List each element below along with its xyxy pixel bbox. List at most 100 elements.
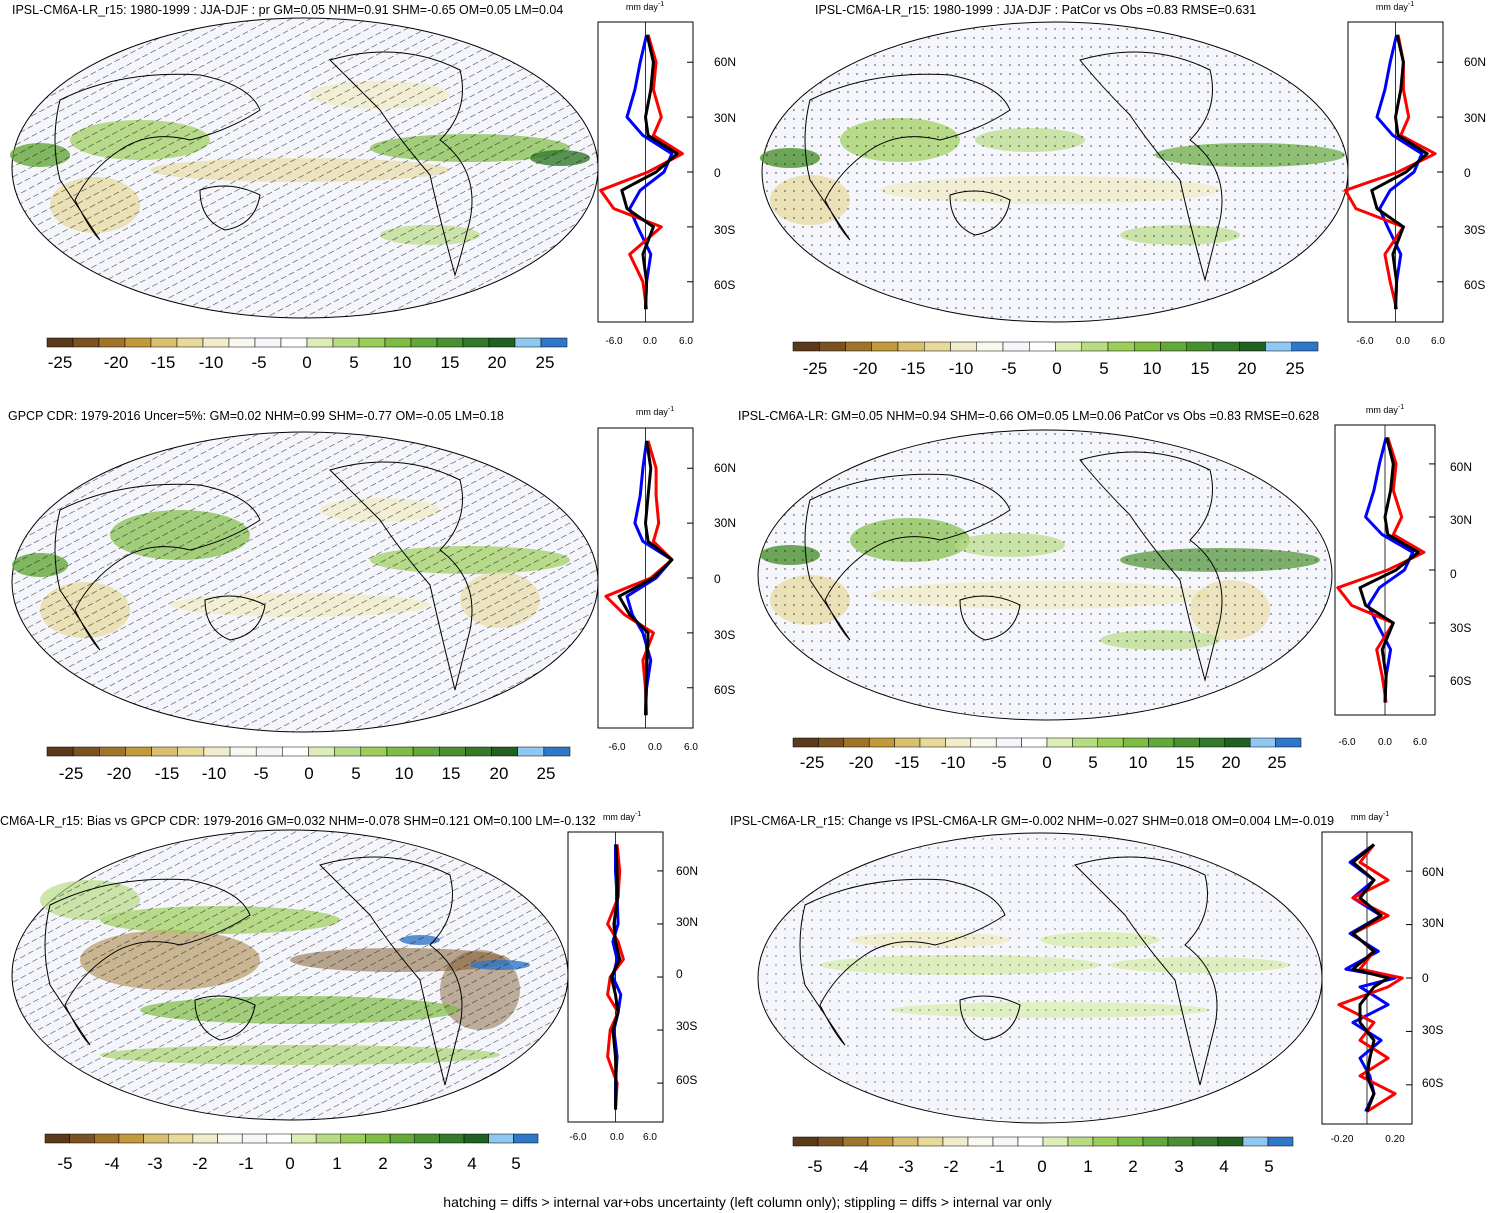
profile-unit: mm day-1 — [1351, 811, 1389, 822]
lat-label: 60S — [1450, 674, 1471, 688]
colorbar-box — [1199, 737, 1226, 748]
colorbar-tick-label: -4 — [853, 1157, 868, 1176]
colorbar-box — [488, 337, 516, 348]
colorbar-box — [818, 737, 845, 748]
lat-label: 60N — [714, 461, 736, 475]
colorbar-tick-label: -20 — [107, 764, 132, 783]
colorbar-boxes — [792, 1136, 1294, 1147]
x-tick-label: 0.0 — [1396, 336, 1410, 347]
x-tick-label: -6.0 — [1356, 336, 1374, 347]
lat-label: 60N — [676, 864, 698, 878]
colorbar-box — [360, 746, 388, 757]
panel-6: IPSL-CM6A-LR_r15: Change vs IPSL-CM6A-LR… — [730, 811, 1444, 1176]
map — [757, 832, 1323, 1124]
colorbar-box — [792, 341, 820, 352]
colorbar-box — [1017, 1136, 1044, 1147]
colorbar-box — [1092, 1136, 1119, 1147]
profile-line-red — [599, 34, 684, 310]
colorbar-box — [992, 1136, 1019, 1147]
panel-title: IPSL-CM6A-LR_r15: Change vs IPSL-CM6A-LR… — [730, 814, 1334, 828]
colorbar-tick-label: -25 — [800, 753, 825, 772]
colorbar-box — [976, 341, 1004, 352]
colorbar-box — [894, 737, 921, 748]
colorbar-box — [942, 1136, 969, 1147]
x-tick-label: 0.0 — [643, 336, 657, 347]
colorbar-box — [465, 746, 492, 757]
colorbar-tick-label: -10 — [941, 753, 966, 772]
profile-line-black — [617, 440, 674, 716]
colorbar-box — [1160, 341, 1187, 352]
colorbar-box — [151, 746, 179, 757]
lat-label: 30N — [1422, 916, 1444, 930]
profile-unit: mm day-1 — [1376, 1, 1414, 12]
panel-1: IPSL-CM6A-LR_r15: 1980-1999 : JJA-DJF : … — [10, 1, 736, 372]
colorbar-box — [817, 1136, 844, 1147]
colorbar-box — [202, 337, 230, 348]
colorbar-box — [365, 1133, 391, 1144]
profile-line-black — [1358, 437, 1420, 703]
colorbar-box — [229, 746, 257, 757]
profile: mm day-1 60N 30N 0 30S 60S -6.0 0.0 6.0 — [1334, 404, 1472, 748]
profile-unit: mm day-1 — [626, 1, 664, 12]
panel-title: IPSL-CM6A-LR_r15: 1980-1999 : JJA-DJF : … — [12, 3, 563, 17]
colorbar-tick-label: 1 — [332, 1154, 341, 1173]
colorbar-box — [868, 737, 895, 748]
colorbar-box — [1239, 341, 1266, 352]
colorbar-box — [282, 746, 309, 757]
lat-label: 30S — [714, 628, 735, 642]
colorbar-box — [819, 341, 846, 352]
colorbar-box — [72, 337, 100, 348]
colorbar-box — [1002, 341, 1030, 352]
x-tick-label: 6.0 — [1413, 737, 1427, 748]
colorbar-box — [1148, 737, 1175, 748]
hatching — [12, 432, 598, 732]
x-tick-label: -6.0 — [569, 1132, 587, 1143]
colorbar-tick-label: 4 — [467, 1154, 476, 1173]
lat-label: 60N — [1422, 865, 1444, 879]
colorbar-box — [967, 1136, 994, 1147]
colorbar-box — [1217, 1136, 1244, 1147]
panel-title: GPCP CDR: 1979-2016 Uncer=5%: GM=0.02 NH… — [8, 409, 504, 423]
lat-label: 30N — [1464, 111, 1486, 125]
colorbar-box — [414, 1133, 440, 1144]
colorbar-tick-label: 5 — [1264, 1157, 1273, 1176]
colorbar-boxes — [792, 341, 1319, 352]
panel-3: GPCP CDR: 1979-2016 Uncer=5%: GM=0.02 NH… — [8, 406, 736, 783]
colorbar-box — [924, 341, 951, 352]
panel-2: IPSL-CM6A-LR_r15: 1980-1999 : JJA-DJF : … — [760, 1, 1486, 378]
lat-label: 0 — [714, 166, 721, 180]
colorbar-tick-label: -25 — [59, 764, 84, 783]
colorbar-box — [94, 1133, 120, 1144]
colorbar-box — [463, 1133, 489, 1144]
stippling — [758, 430, 1332, 720]
colorbar-box — [118, 1133, 144, 1144]
colorbar-box — [44, 1133, 70, 1144]
colorbar-tick-label: 0 — [1042, 753, 1051, 772]
colorbar-box — [177, 746, 205, 757]
colorbar-tick-label: -15 — [155, 764, 180, 783]
colorbar-tick-label: 10 — [1129, 753, 1148, 772]
lat-label: 60S — [1422, 1076, 1443, 1090]
colorbar-box — [266, 1133, 292, 1144]
lat-label: 0 — [1464, 166, 1471, 180]
profile-line-black — [609, 844, 622, 1110]
colorbar: -25 -20 -15 -10 -5 0 5 10 15 20 25 — [46, 746, 571, 783]
colorbar-tick-label: -25 — [803, 359, 828, 378]
colorbar-tick-label: -3 — [147, 1154, 162, 1173]
profile-line-black — [620, 34, 679, 310]
colorbar-tick-label: -20 — [853, 359, 878, 378]
colorbar-box — [1055, 341, 1082, 352]
profile-line-blue — [1364, 437, 1415, 703]
colorbar-tick-label: -10 — [202, 764, 227, 783]
colorbar-box — [892, 1136, 919, 1147]
colorbar-tick-label: -25 — [48, 353, 73, 372]
x-tick-label: -6.0 — [605, 336, 623, 347]
lat-label: 0 — [1422, 971, 1429, 985]
colorbar-tick-label: -5 — [253, 764, 268, 783]
colorbar-box — [1167, 1136, 1194, 1147]
colorbar-box — [124, 337, 152, 348]
colorbar: -25 -20 -15 -10 -5 0 5 10 15 20 25 — [792, 737, 1302, 772]
lat-label: 30N — [676, 915, 698, 929]
profile-line-black — [1370, 34, 1429, 310]
map — [760, 21, 1349, 323]
